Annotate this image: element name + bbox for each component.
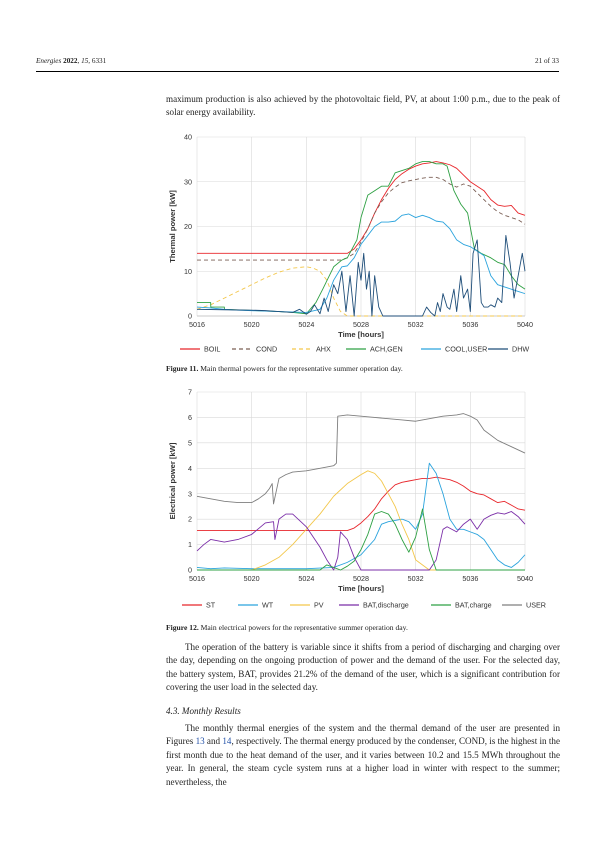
x-tick-label: 5032 — [408, 320, 424, 329]
series-line-bat-charge — [197, 508, 525, 571]
figure-12-label: Figure 12. — [166, 623, 199, 632]
y-tick-label: 3 — [188, 489, 192, 498]
y-tick-label: 2 — [188, 515, 192, 524]
plot-area: 0 10 20 30 40 5016 5020 5024 5028 5032 5036 5040 Tim… — [168, 133, 533, 339]
legend-label: USER — [526, 601, 546, 610]
y-tick-label: 5 — [188, 438, 192, 447]
x-tick-label: 5036 — [462, 574, 478, 583]
legend-label: AHX — [316, 345, 331, 354]
x-axis-title: Time [hours] — [338, 330, 384, 339]
running-header-page: 21 of 33 — [535, 57, 559, 65]
figure-11-caption-text: Main thermal powers for the representati… — [200, 364, 403, 373]
y-tick-label: 20 — [184, 222, 192, 231]
y-tick-label: 4 — [188, 464, 192, 473]
legend-label: ST — [206, 601, 216, 610]
x-tick-label: 5040 — [517, 574, 533, 583]
legend-label: BAT,discharge — [363, 601, 409, 610]
series-line-boil — [197, 161, 526, 254]
figure-11-label: Figure 11. — [166, 364, 199, 373]
series-line-dhw — [196, 234, 526, 317]
series-line-pv — [197, 470, 525, 571]
figure-12-caption-text: Main electrical powers for the represent… — [200, 623, 408, 632]
legend: BOIL COND AHX ACH,GEN COOL,USER DHW — [180, 345, 529, 354]
figure-14-link[interactable]: 14 — [222, 736, 232, 747]
x-tick-label: 5016 — [189, 320, 205, 329]
x-tick-label: 5028 — [353, 574, 369, 583]
journal-year: 2022 — [63, 57, 78, 65]
legend-label: COOL,USER — [445, 345, 487, 354]
legend-label: WT — [262, 601, 274, 610]
journal-volume: 15 — [81, 57, 89, 65]
figure-13-link[interactable]: 13 — [195, 736, 205, 747]
series-line-ahx — [196, 266, 525, 317]
section-title: 4.3. Monthly Results — [166, 706, 241, 716]
y-tick-label: 10 — [184, 267, 192, 276]
x-tick-label: 5016 — [189, 574, 205, 583]
legend-label: PV — [314, 601, 324, 610]
y-tick-label: 40 — [184, 133, 192, 142]
running-header-journal: Energies 2022, 15, 6331 — [36, 57, 107, 65]
y-tick-label: 7 — [188, 388, 192, 397]
x-tick-label: 5040 — [517, 320, 533, 329]
y-tick-label: 0 — [188, 312, 192, 321]
y-tick-label: 30 — [184, 177, 192, 186]
y-tick-label: 1 — [188, 540, 192, 549]
x-tick-label: 5020 — [244, 320, 260, 329]
figure-12-chart: 0 1 2 3 4 5 6 7 5016 5020 5024 5028 5032 5036 5040 Time… — [168, 388, 546, 610]
legend-label: BOIL — [204, 345, 220, 354]
x-tick-label: 5032 — [408, 574, 424, 583]
monthly-paragraph: The monthly thermal energies of the syst… — [166, 722, 560, 789]
legend-label: BAT,charge — [455, 601, 492, 610]
figure-12-caption: Figure 12. Main electrical powers for th… — [166, 623, 408, 632]
legend-label: DHW — [512, 345, 529, 354]
legend-label: ACH,GEN — [370, 345, 403, 354]
legend-label: COND — [256, 345, 277, 354]
y-tick-label: 6 — [188, 413, 192, 422]
x-tick-label: 5024 — [298, 574, 314, 583]
legend: ST WT PV BAT,discharge BAT,charge USER — [182, 601, 546, 610]
battery-paragraph: The operation of the battery is variable… — [166, 642, 560, 693]
y-axis-title: Thermal power [kW] — [168, 190, 177, 263]
plot-area: 0 1 2 3 4 5 6 7 5016 5020 5024 5028 5032 5036 5040 Time… — [168, 388, 533, 593]
x-tick-label: 5028 — [353, 320, 369, 329]
series-line-bat-discharge — [196, 511, 526, 571]
y-axis-title: Electrical power [kW] — [168, 442, 177, 519]
y-tick-label: 0 — [188, 566, 192, 575]
series-line-wt — [196, 462, 526, 570]
figure-11-caption: Figure 11. Main thermal powers for the r… — [166, 364, 403, 373]
x-tick-label: 5024 — [298, 320, 314, 329]
series-line-user — [196, 413, 526, 505]
journal-name: Energies — [36, 57, 62, 65]
monthly-text-2: and — [204, 736, 223, 747]
series-line-cool-user — [196, 213, 526, 313]
series-line-cond — [197, 176, 526, 261]
x-axis-title: Time [hours] — [338, 584, 384, 593]
header-rule — [36, 71, 559, 72]
x-tick-label: 5020 — [244, 574, 260, 583]
monthly-text-1: The monthly thermal energies of the syst… — [166, 723, 560, 747]
monthly-text-3: , respectively. The thermal energy produ… — [166, 736, 560, 787]
intro-paragraph: maximum production is also achieved by t… — [166, 94, 560, 118]
x-tick-label: 5036 — [462, 320, 478, 329]
series-line-st — [197, 476, 526, 532]
